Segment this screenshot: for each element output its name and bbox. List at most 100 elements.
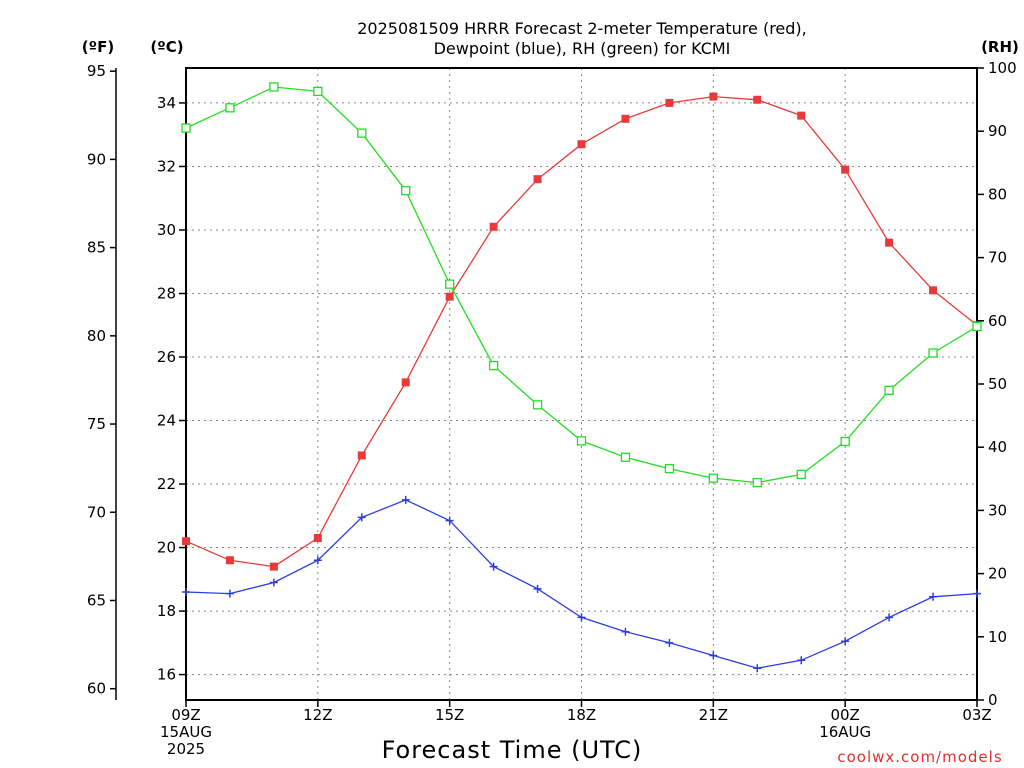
temperature-point [665,98,674,107]
celsius-unit-label: (ºC) [150,38,183,56]
rh-point [884,385,894,395]
rh-tick-label: 90 [988,122,1007,140]
dewpoint-point [533,584,542,593]
rh-point [488,361,499,371]
rh-point [796,469,806,480]
rh-tick-label: 40 [988,438,1007,456]
dewpoint-point [357,513,366,522]
temperature-point [401,378,410,387]
x-tick-label: 21Z [699,706,728,724]
rh-point [972,321,982,332]
fahrenheit-tick-label: 90 [87,150,106,168]
dewpoint-point [753,664,762,673]
rh-tick-label: 80 [988,185,1007,203]
rh-point [181,123,191,133]
fahrenheit-unit-label: (ºF) [82,38,114,56]
rh-point [269,82,279,92]
celsius-tick-label: 34 [157,94,176,112]
dewpoint-point [929,592,938,601]
rh-point [928,348,938,358]
plot-frame [185,67,978,701]
x-axis-label: Forecast Time (UTC) [382,736,643,764]
fahrenheit-tick-label: 75 [87,415,106,433]
dewpoint-point [797,656,806,665]
temperature-point [489,222,498,231]
celsius-tick-label: 24 [157,412,176,430]
data-series [181,82,982,673]
dewpoint-point [709,651,718,660]
rh-point [752,477,762,488]
temperature-point [621,114,630,123]
rh-tick-label: 30 [988,501,1007,519]
temperature-point [269,562,278,571]
rh-tick-label: 60 [988,312,1007,330]
x-tick-label: 15AUG [160,723,212,741]
dewpoint-point [841,637,850,646]
x-tick-label: 12Z [303,706,332,724]
rh-tick-label: 50 [988,375,1007,393]
temperature-line [185,95,978,568]
fahrenheit-tick-label: 95 [87,62,106,80]
temperature-point [225,556,234,565]
x-tick-label: 2025 [167,740,205,758]
rh-tick-label: 100 [988,59,1017,77]
dewpoint-point [182,588,190,597]
rh-point [840,436,850,447]
x-tick-label: 09Z [171,706,200,724]
fahrenheit-tick-label: 65 [87,591,106,609]
temperature-point [577,140,586,149]
rh-point [664,464,675,474]
axes: 16 18 20 22 24 26 28 30 32 34 60 65 70 75 80 85 90 95 0 10 2… [87,59,1017,709]
fahrenheit-tick-label: 80 [87,327,106,345]
temperature-point [929,286,938,295]
dewpoint-point [313,556,322,565]
grid-lines [186,68,977,700]
celsius-tick-label: 20 [157,539,176,557]
temperature-point [841,165,850,174]
celsius-tick-label: 16 [157,666,176,684]
dewpoint-point [973,589,981,598]
celsius-tick-label: 22 [157,475,176,493]
dewpoint-point [665,638,674,647]
dewpoint-point [445,516,454,525]
rh-point [401,185,411,196]
celsius-tick-label: 18 [157,602,176,620]
temperature-point [709,92,718,101]
dewpoint-point [885,613,894,622]
dewpoint-point [269,578,278,587]
temperature-point [885,238,894,247]
rh-point [225,103,235,113]
credit-text: coolwx.com/models [837,748,1002,766]
temperature-point [313,534,322,543]
rh-tick-label: 0 [988,691,998,709]
dewpoint-point [225,589,234,598]
fahrenheit-tick-label: 60 [87,680,106,698]
dewpoint-point [489,562,498,571]
rh-point [620,452,631,462]
x-tick-label: 18Z [567,706,596,724]
rh-tick-label: 70 [988,249,1007,267]
x-tick-label: 00Z [830,706,859,724]
celsius-tick-label: 26 [157,348,176,366]
dewpoint-point [577,613,586,622]
temperature-point [533,175,542,184]
x-tick-label: 16AUG [819,723,871,741]
celsius-tick-label: 28 [157,284,176,302]
rh-point [576,436,587,446]
rh-point [313,86,323,97]
rh-unit-label: (RH) [981,38,1019,56]
chart-title-line-2: Dewpoint (blue), RH (green) for KCMI [434,39,731,58]
rh-tick-label: 10 [988,628,1007,646]
chart-title-line-1: 2025081509 HRRR Forecast 2-meter Tempera… [357,19,807,38]
dewpoint-point [401,495,410,504]
x-tick-label: 03Z [962,706,991,724]
rh-point [357,128,367,138]
rh-point [445,279,455,289]
temperature-point [182,537,190,546]
celsius-tick-label: 30 [157,221,176,239]
temperature-point [797,111,806,120]
temperature-point [445,292,454,301]
rh-point [532,400,543,410]
